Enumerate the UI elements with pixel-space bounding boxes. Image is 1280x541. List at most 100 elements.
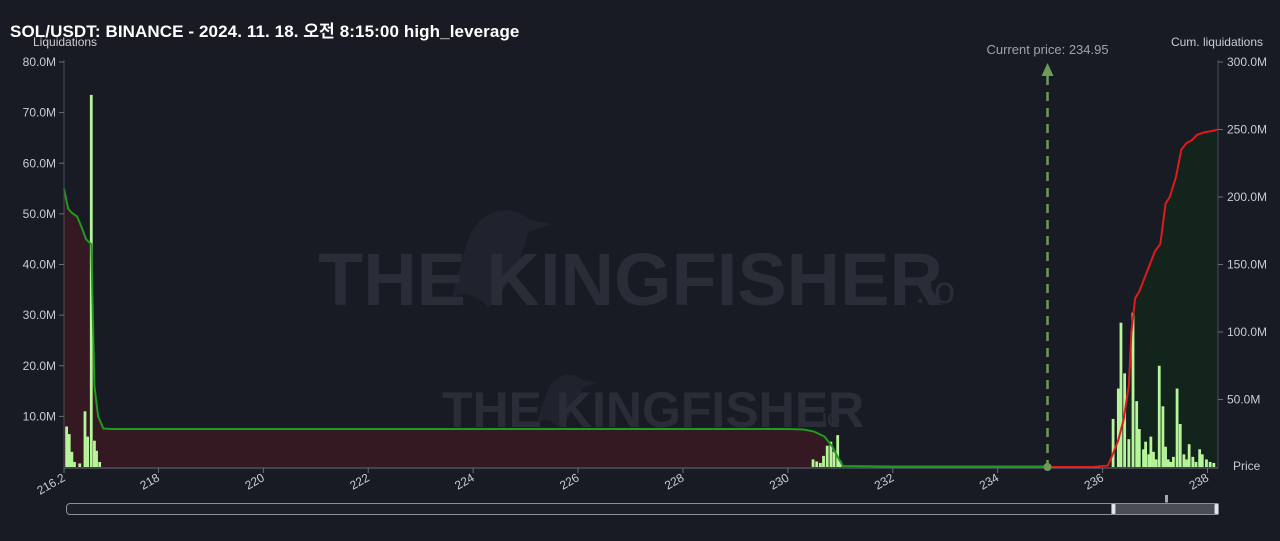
liquidation-bar bbox=[1149, 436, 1153, 467]
long-cumulative-area bbox=[64, 188, 1048, 467]
left-tick-label: 40.0M bbox=[23, 258, 56, 272]
x-tick-label: 222 bbox=[347, 470, 372, 492]
liquidation-bar bbox=[1185, 459, 1188, 467]
liquidation-bar bbox=[1166, 459, 1170, 467]
x-tick-label: 226 bbox=[557, 470, 582, 492]
liquidation-bar bbox=[1208, 461, 1212, 467]
liquidation-bar bbox=[822, 455, 825, 467]
cumulative-lines bbox=[63, 128, 1219, 468]
liquidation-bar bbox=[1172, 456, 1175, 467]
liquidation-bar bbox=[1161, 406, 1165, 467]
liquidation-bar bbox=[1137, 429, 1141, 467]
navigator-left-handle[interactable] bbox=[1111, 503, 1116, 515]
x-tick-label: 224 bbox=[452, 470, 477, 492]
liquidation-bar bbox=[70, 451, 74, 467]
liquidation-bar bbox=[1142, 449, 1145, 467]
liquidation-bar bbox=[818, 462, 822, 467]
liquidation-bar bbox=[1154, 459, 1158, 467]
x-tick-label: 238 bbox=[1187, 470, 1212, 492]
current-price-arrow-icon bbox=[1041, 63, 1054, 76]
x-tick-label: 218 bbox=[138, 470, 163, 492]
liquidation-bar bbox=[1144, 441, 1148, 467]
left-tick-label: 50.0M bbox=[23, 207, 56, 221]
liquidation-bar bbox=[86, 436, 90, 467]
left-axis-title: Liquidations bbox=[33, 35, 98, 49]
liquidation-bar bbox=[811, 459, 815, 467]
left-tick-label: 20.0M bbox=[23, 359, 56, 373]
kingfisher-watermark: THE KINGFISHER .io THE KINGFISHER .io bbox=[318, 210, 955, 438]
watermark-brand-suffix-small: .io bbox=[815, 405, 840, 432]
liquidation-bar bbox=[1147, 454, 1151, 467]
liquidation-bar bbox=[1123, 373, 1127, 467]
liquidation-bar bbox=[1182, 454, 1186, 467]
x-axis-ticks: 216.2 218 220 222 224 226 228 230 232 234 236 238 bbox=[34, 468, 1211, 498]
right-tick-label: 100.0M bbox=[1227, 325, 1267, 339]
liquidation-bar bbox=[73, 461, 76, 467]
liquidation-bar bbox=[1169, 461, 1173, 467]
kingfisher-bird-icon bbox=[452, 210, 552, 308]
left-tick-label: 10.0M bbox=[23, 409, 56, 423]
left-axis-ticks: 10.0M 20.0M 30.0M 40.0M 50.0M 60.0M 70.0M 80.0M bbox=[23, 55, 64, 423]
current-price-marker[interactable]: Current price: 234.95 bbox=[986, 42, 1109, 471]
left-tick-label: 30.0M bbox=[23, 308, 56, 322]
x-tick-label: 230 bbox=[767, 470, 792, 492]
left-tick-label: 60.0M bbox=[23, 156, 56, 170]
liquidation-bar bbox=[1164, 446, 1167, 467]
right-tick-label: 200.0M bbox=[1227, 190, 1267, 204]
liquidation-bar bbox=[1178, 423, 1182, 467]
liquidation-bar bbox=[1175, 388, 1179, 467]
watermark-brand-suffix: .io bbox=[915, 270, 955, 312]
left-tick-label: 80.0M bbox=[23, 55, 56, 69]
navigator-grip-icon[interactable]: ||| bbox=[1164, 494, 1168, 503]
short-cumulative-area bbox=[1047, 129, 1218, 467]
right-tick-label: 250.0M bbox=[1227, 123, 1267, 137]
liquidation-bar bbox=[1127, 439, 1131, 467]
liquidation-bar bbox=[1119, 322, 1123, 467]
x-axis-end-label: Price bbox=[1233, 459, 1261, 473]
liquidation-bar bbox=[1111, 418, 1115, 467]
right-tick-label: 300.0M bbox=[1227, 55, 1267, 69]
liquidation-bar bbox=[1152, 451, 1155, 467]
current-price-dot bbox=[1043, 463, 1052, 471]
right-axis-title: Cum. liquidations bbox=[1170, 35, 1263, 49]
x-tick-label: 234 bbox=[977, 470, 1002, 492]
range-navigator[interactable]: ||| bbox=[66, 495, 1219, 515]
right-tick-label: 150.0M bbox=[1227, 258, 1267, 272]
right-axis-ticks: 50.0M 100.0M 150.0M 200.0M 250.0M 300.0M bbox=[1218, 55, 1267, 407]
liquidation-bar bbox=[1187, 444, 1191, 467]
liquidation-bar bbox=[65, 426, 69, 467]
chart-title: SOL/USDT: BINANCE - 2024. 11. 18. 오전 8:1… bbox=[10, 22, 520, 41]
x-tick-label: 228 bbox=[662, 470, 687, 492]
current-price-label: Current price: 234.95 bbox=[986, 42, 1108, 57]
liquidation-bar bbox=[829, 441, 833, 467]
navigator-right-handle[interactable] bbox=[1214, 503, 1219, 515]
left-tick-label: 70.0M bbox=[23, 106, 56, 120]
liquidation-bar bbox=[1200, 454, 1204, 467]
liquidation-bar bbox=[1131, 312, 1135, 467]
watermark-brand-text: THE KINGFISHER bbox=[318, 238, 943, 321]
cumulative-areas bbox=[64, 129, 1218, 467]
liquidation-bar bbox=[83, 411, 87, 467]
liquidation-bar bbox=[836, 435, 840, 467]
liquidation-bar bbox=[1205, 459, 1208, 467]
liquidation-bar bbox=[832, 451, 836, 467]
liquidation-bar bbox=[95, 450, 98, 467]
x-tick-label: 220 bbox=[242, 470, 267, 492]
liquidation-bar bbox=[1116, 388, 1120, 467]
liquidation-bar bbox=[93, 440, 96, 467]
short-cumulative-line bbox=[1047, 128, 1219, 468]
liquidation-bar bbox=[98, 461, 102, 467]
x-tick-label: 216.2 bbox=[34, 470, 67, 497]
liquidation-bar bbox=[815, 461, 819, 467]
long-cumulative-line bbox=[63, 188, 1048, 468]
kingfisher-bird-icon-small bbox=[537, 374, 596, 428]
liquidation-bar bbox=[1157, 365, 1161, 467]
liquidation-bar bbox=[838, 460, 842, 467]
x-tick-label: 236 bbox=[1082, 470, 1107, 492]
navigator-window[interactable] bbox=[1114, 504, 1219, 514]
right-tick-label: 50.0M bbox=[1227, 393, 1260, 407]
liquidation-bar bbox=[1194, 461, 1198, 467]
liquidation-bar bbox=[825, 445, 829, 467]
liquidation-bar bbox=[1212, 462, 1216, 467]
